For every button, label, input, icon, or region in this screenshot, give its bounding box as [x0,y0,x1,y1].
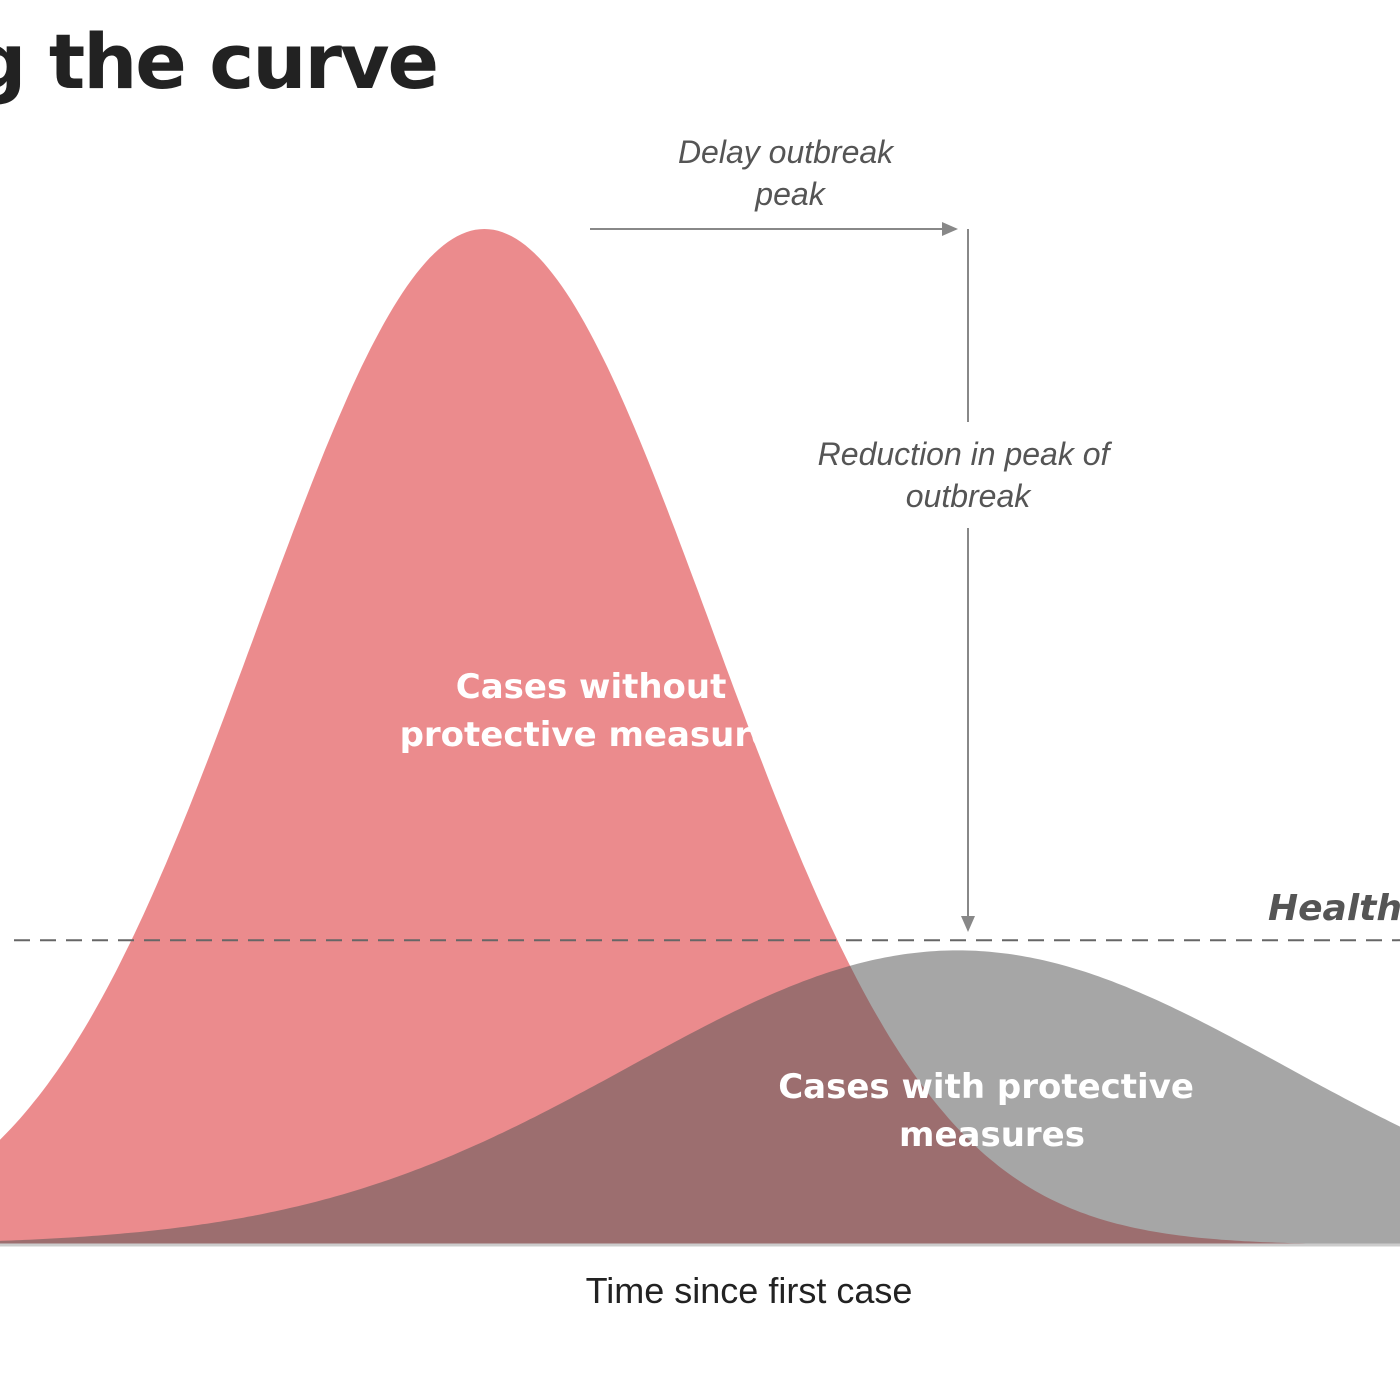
reduction-annotation-line-1: Reduction in peak of [818,436,1113,472]
series-label-with-measures-line-1: Cases with protective [778,1067,1194,1107]
delay-annotation-line-1: Delay outbreak [678,134,895,170]
delay-annotation: Delay outbreak peak [678,134,902,212]
series-areas [0,229,1400,1245]
series-area-without-measures [0,229,1400,1245]
series-label-with-measures: Cases with protective measures [778,1067,1206,1155]
health-capacity-label: Health c [1268,888,1400,929]
series-label-without-measures-line-1: Cases without [456,667,727,707]
series-area-with-measures [0,950,1400,1245]
x-axis-label: Time since first case [586,1270,913,1311]
delay-annotation-line-2: peak [754,176,826,212]
series-label-without-measures-line-2: protective measures [400,715,795,755]
reduction-annotation-line-2: outbreak [906,478,1033,514]
series-label-with-measures-line-2: measures [899,1115,1085,1155]
chart-title: g the curve [0,17,437,106]
series-label-without-measures: Cases without protective measures [400,667,795,755]
reduction-annotation: Reduction in peak of outbreak [818,436,1119,514]
